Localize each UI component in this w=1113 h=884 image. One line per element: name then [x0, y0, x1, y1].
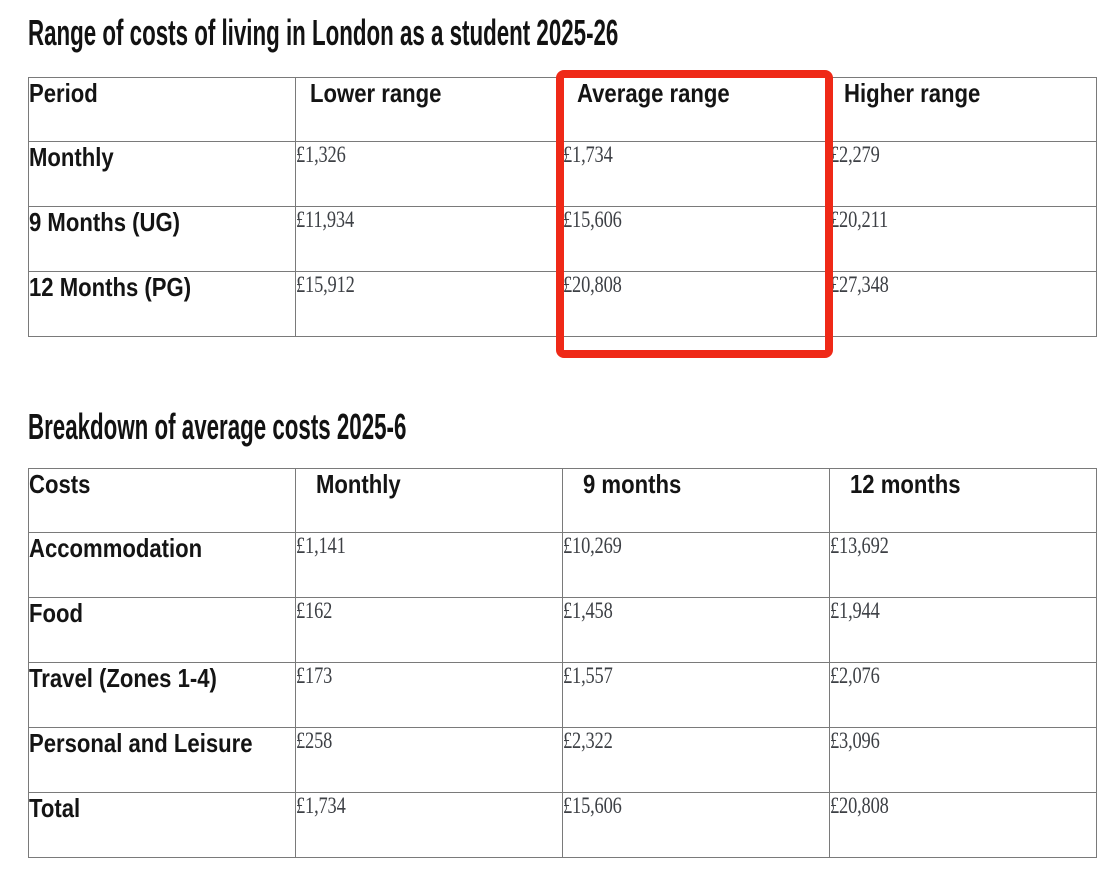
- row-label-cell: Accommodation: [28, 532, 296, 598]
- value-cell: £15,606: [562, 792, 830, 858]
- value-cell: £27,348: [829, 271, 1097, 337]
- content-area: Range of costs of living in London as a …: [0, 13, 1113, 884]
- table-row-accommodation: Accommodation £1,141 £10,269 £13,692: [28, 532, 1097, 598]
- value-cell: £13,692: [829, 532, 1097, 598]
- row-label-cell: Personal and Leisure: [28, 727, 296, 793]
- value-cell: £15,606: [562, 206, 830, 272]
- col-header-average-range: Average range: [562, 77, 830, 142]
- breakdown-section-title-text: Breakdown of average costs 2025-6: [28, 406, 407, 447]
- breakdown-section-title: Breakdown of average costs 2025-6: [28, 407, 1113, 447]
- value-cell: £162: [295, 597, 563, 663]
- breakdown-costs-table: Costs Monthly 9 months 12 months Accommo…: [28, 468, 1097, 858]
- value-cell: £20,211: [829, 206, 1097, 272]
- row-label-cell: Food: [28, 597, 296, 663]
- value-cell: £1,141: [295, 532, 563, 598]
- table-row-12-months-pg: 12 Months (PG) £15,912 £20,808 £27,348: [28, 271, 1097, 337]
- col-header-monthly: Monthly: [295, 468, 563, 533]
- table-row-travel: Travel (Zones 1-4) £173 £1,557 £2,076: [28, 662, 1097, 728]
- value-cell: £1,557: [562, 662, 830, 728]
- col-header-period: Period: [28, 77, 296, 142]
- value-cell: £20,808: [562, 271, 830, 337]
- row-label-cell: 9 Months (UG): [28, 206, 296, 272]
- range-section-title-text: Range of costs of living in London as a …: [28, 12, 619, 53]
- col-header-lower-range: Lower range: [295, 77, 563, 142]
- row-label-cell: 12 Months (PG): [28, 271, 296, 337]
- range-table-header-row: Period Lower range Average range Higher …: [28, 77, 1097, 142]
- value-cell: £11,934: [295, 206, 563, 272]
- breakdown-table-header-row: Costs Monthly 9 months 12 months: [28, 468, 1097, 533]
- value-cell: £10,269: [562, 532, 830, 598]
- value-cell: £2,279: [829, 141, 1097, 207]
- value-cell: £1,734: [295, 792, 563, 858]
- value-cell: £3,096: [829, 727, 1097, 793]
- col-header-12-months: 12 months: [829, 468, 1097, 533]
- value-cell: £258: [295, 727, 563, 793]
- col-header-9-months: 9 months: [562, 468, 830, 533]
- value-cell: £20,808: [829, 792, 1097, 858]
- table-row-9-months-ug: 9 Months (UG) £11,934 £15,606 £20,211: [28, 206, 1097, 272]
- row-label-cell: Monthly: [28, 141, 296, 207]
- range-costs-table: Period Lower range Average range Higher …: [28, 77, 1097, 337]
- value-cell: £1,458: [562, 597, 830, 663]
- value-cell: £15,912: [295, 271, 563, 337]
- table-row-food: Food £162 £1,458 £1,944: [28, 597, 1097, 663]
- table-row-total: Total £1,734 £15,606 £20,808: [28, 792, 1097, 858]
- value-cell: £2,076: [829, 662, 1097, 728]
- value-cell: £1,944: [829, 597, 1097, 663]
- table-row-personal-and-leisure: Personal and Leisure £258 £2,322 £3,096: [28, 727, 1097, 793]
- value-cell: £2,322: [562, 727, 830, 793]
- col-header-costs: Costs: [28, 468, 296, 533]
- range-section-title: Range of costs of living in London as a …: [28, 13, 1113, 53]
- row-label-cell: Travel (Zones 1-4): [28, 662, 296, 728]
- value-cell: £1,326: [295, 141, 563, 207]
- table-row-monthly: Monthly £1,326 £1,734 £2,279: [28, 141, 1097, 207]
- value-cell: £1,734: [562, 141, 830, 207]
- row-label-cell: Total: [28, 792, 296, 858]
- value-cell: £173: [295, 662, 563, 728]
- col-header-higher-range: Higher range: [829, 77, 1097, 142]
